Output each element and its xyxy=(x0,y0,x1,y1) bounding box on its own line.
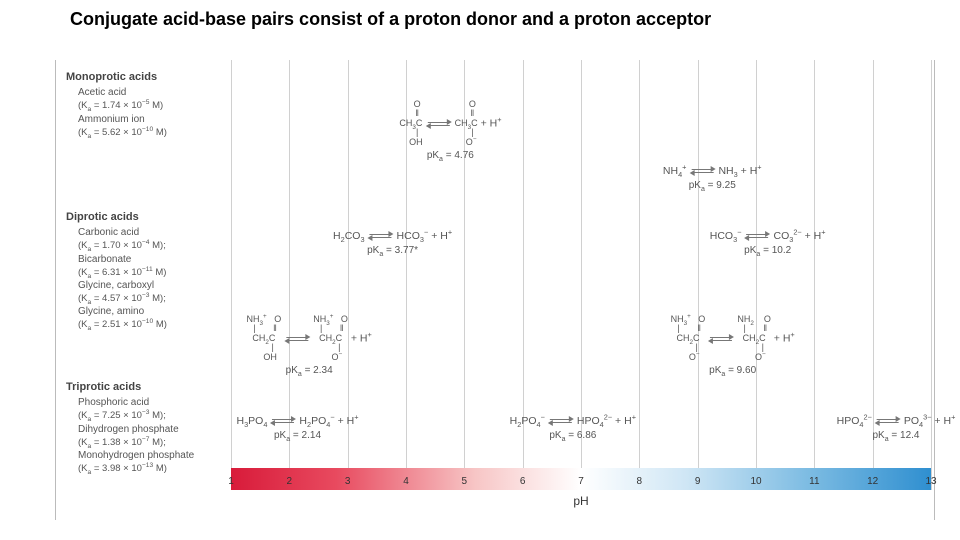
ph-axis-label: pH xyxy=(573,494,588,508)
reaction-left: NH3+ O | ‖CH2C | OH xyxy=(247,315,282,362)
gridline xyxy=(814,60,815,490)
ph-tick: 9 xyxy=(695,476,701,487)
acid-entry: Bicarbonate(Ka = 6.31 × 10−11 M) xyxy=(66,253,167,279)
acid-entry: Glycine, amino(Ka = 2.51 × 10−10 M) xyxy=(66,305,167,331)
reaction-left: HCO3− xyxy=(710,230,742,242)
reaction-left: H3PO4 xyxy=(236,415,267,427)
reaction-acetic: O ‖CH3C | OH O ‖CH3C | O− + H+ pKa = 4.76 xyxy=(399,100,501,162)
reaction-phos3: HPO42− PO43− + H+ pKa = 12.4 xyxy=(837,415,956,442)
reaction-left: NH3+ O | ‖CH2C | O− xyxy=(671,315,706,362)
pka-label: pKa = 12.4 xyxy=(837,430,956,442)
reaction-right: HCO3− + H+ xyxy=(397,230,453,242)
reaction-ammonium: NH4+ NH3 + H+ pKa = 9.25 xyxy=(663,165,762,192)
ph-gradient-bar: 12345678910111213 xyxy=(231,468,931,490)
pka-label: pKa = 10.2 xyxy=(710,245,826,257)
reaction-right: CO32− + H+ xyxy=(773,230,825,242)
pka-label: pKa = 2.14 xyxy=(236,430,358,442)
ph-tick: 7 xyxy=(578,476,584,487)
ph-chart: 12345678910111213 pH O ‖CH3C | OH O ‖CH3… xyxy=(231,60,931,490)
pka-label: pKa = 2.34 xyxy=(247,365,372,377)
acid-base-figure: Monoprotic acids Acetic acid(Ka = 1.74 × … xyxy=(55,60,935,520)
reaction-carbonic1: H2CO3 HCO3− + H+ pKa = 3.77* xyxy=(333,230,452,257)
reaction-gly2: NH3+ O | ‖CH2C | O− NH2 O | ‖CH2C | O− + … xyxy=(671,315,795,377)
pka-label: pKa = 9.60 xyxy=(671,365,795,377)
reaction-carbonic2: HCO3− CO32− + H+ pKa = 10.2 xyxy=(710,230,826,257)
pka-label: pKa = 9.25 xyxy=(663,180,762,192)
acid-entry: Glycine, carboxyl(Ka = 4.57 × 10−3 M); xyxy=(66,279,167,305)
pka-label: pKa = 3.77* xyxy=(333,245,452,257)
pka-label: pKa = 6.86 xyxy=(510,430,636,442)
acid-entry: Ammonium ion(Ka = 5.62 × 10−10 M) xyxy=(66,113,167,139)
ph-tick: 3 xyxy=(345,476,351,487)
reaction-right: H2PO4− + H+ xyxy=(299,415,358,427)
ph-tick: 8 xyxy=(637,476,643,487)
reaction-right: HPO42− + H+ xyxy=(577,415,636,427)
ph-tick: 4 xyxy=(403,476,409,487)
page-title: Conjugate acid-base pairs consist of a p… xyxy=(70,8,890,31)
acid-entry: Phosphoric acid(Ka = 7.25 × 10−3 M); xyxy=(66,396,194,422)
pka-label: pKa = 4.76 xyxy=(399,150,501,162)
gridline xyxy=(231,60,232,490)
reaction-right: NH3+ O | ‖CH2C | O− + H+ xyxy=(313,315,372,362)
ph-tick: 10 xyxy=(750,476,761,487)
reaction-left: O ‖CH3C | OH xyxy=(399,100,423,147)
ph-tick: 12 xyxy=(867,476,878,487)
ph-tick: 5 xyxy=(462,476,468,487)
reaction-right: O ‖CH3C | O− + H+ xyxy=(455,100,502,147)
ph-tick: 6 xyxy=(520,476,526,487)
ph-tick: 2 xyxy=(287,476,293,487)
reaction-gly1: NH3+ O | ‖CH2C | OH NH3+ O | ‖CH2C | O− +… xyxy=(247,315,372,377)
reaction-right: NH2 O | ‖CH2C | O− + H+ xyxy=(737,315,794,362)
group-monoprotic-acids: Monoprotic acids Acetic acid(Ka = 1.74 × … xyxy=(60,70,167,139)
reaction-right: NH3 + H+ xyxy=(718,165,761,177)
ph-tick: 13 xyxy=(925,476,936,487)
reaction-left: NH4+ xyxy=(663,165,687,177)
acid-entry: Monohydrogen phosphate(Ka = 3.98 × 10−13… xyxy=(66,449,194,475)
acid-entry: Carbonic acid(Ka = 1.70 × 10−4 M); xyxy=(66,226,167,252)
acid-entry: Acetic acid(Ka = 1.74 × 10−5 M) xyxy=(66,86,167,112)
ph-tick: 11 xyxy=(809,476,819,487)
reaction-right: PO43− + H+ xyxy=(904,415,956,427)
reaction-phos1: H3PO4 H2PO4− + H+ pKa = 2.14 xyxy=(236,415,358,442)
group-diprotic-acids: Diprotic acids Carbonic acid(Ka = 1.70 × … xyxy=(60,210,167,332)
group-header: Monoprotic acids xyxy=(66,70,167,84)
gridline xyxy=(756,60,757,490)
reaction-phos2: H2PO4− HPO42− + H+ pKa = 6.86 xyxy=(510,415,636,442)
acid-entry: Dihydrogen phosphate(Ka = 1.38 × 10−7 M)… xyxy=(66,423,194,449)
reaction-left: HPO42− xyxy=(837,415,872,427)
ph-tick: 1 xyxy=(228,476,234,487)
reaction-left: H2PO4− xyxy=(510,415,545,427)
labels-column: Monoprotic acids Acetic acid(Ka = 1.74 × … xyxy=(56,60,231,490)
gridline xyxy=(639,60,640,490)
reaction-left: H2CO3 xyxy=(333,230,365,242)
group-header: Diprotic acids xyxy=(66,210,167,224)
group-triprotic-acids: Triprotic acids Phosphoric acid(Ka = 7.25… xyxy=(60,380,194,475)
group-header: Triprotic acids xyxy=(66,380,194,394)
gridline xyxy=(698,60,699,490)
